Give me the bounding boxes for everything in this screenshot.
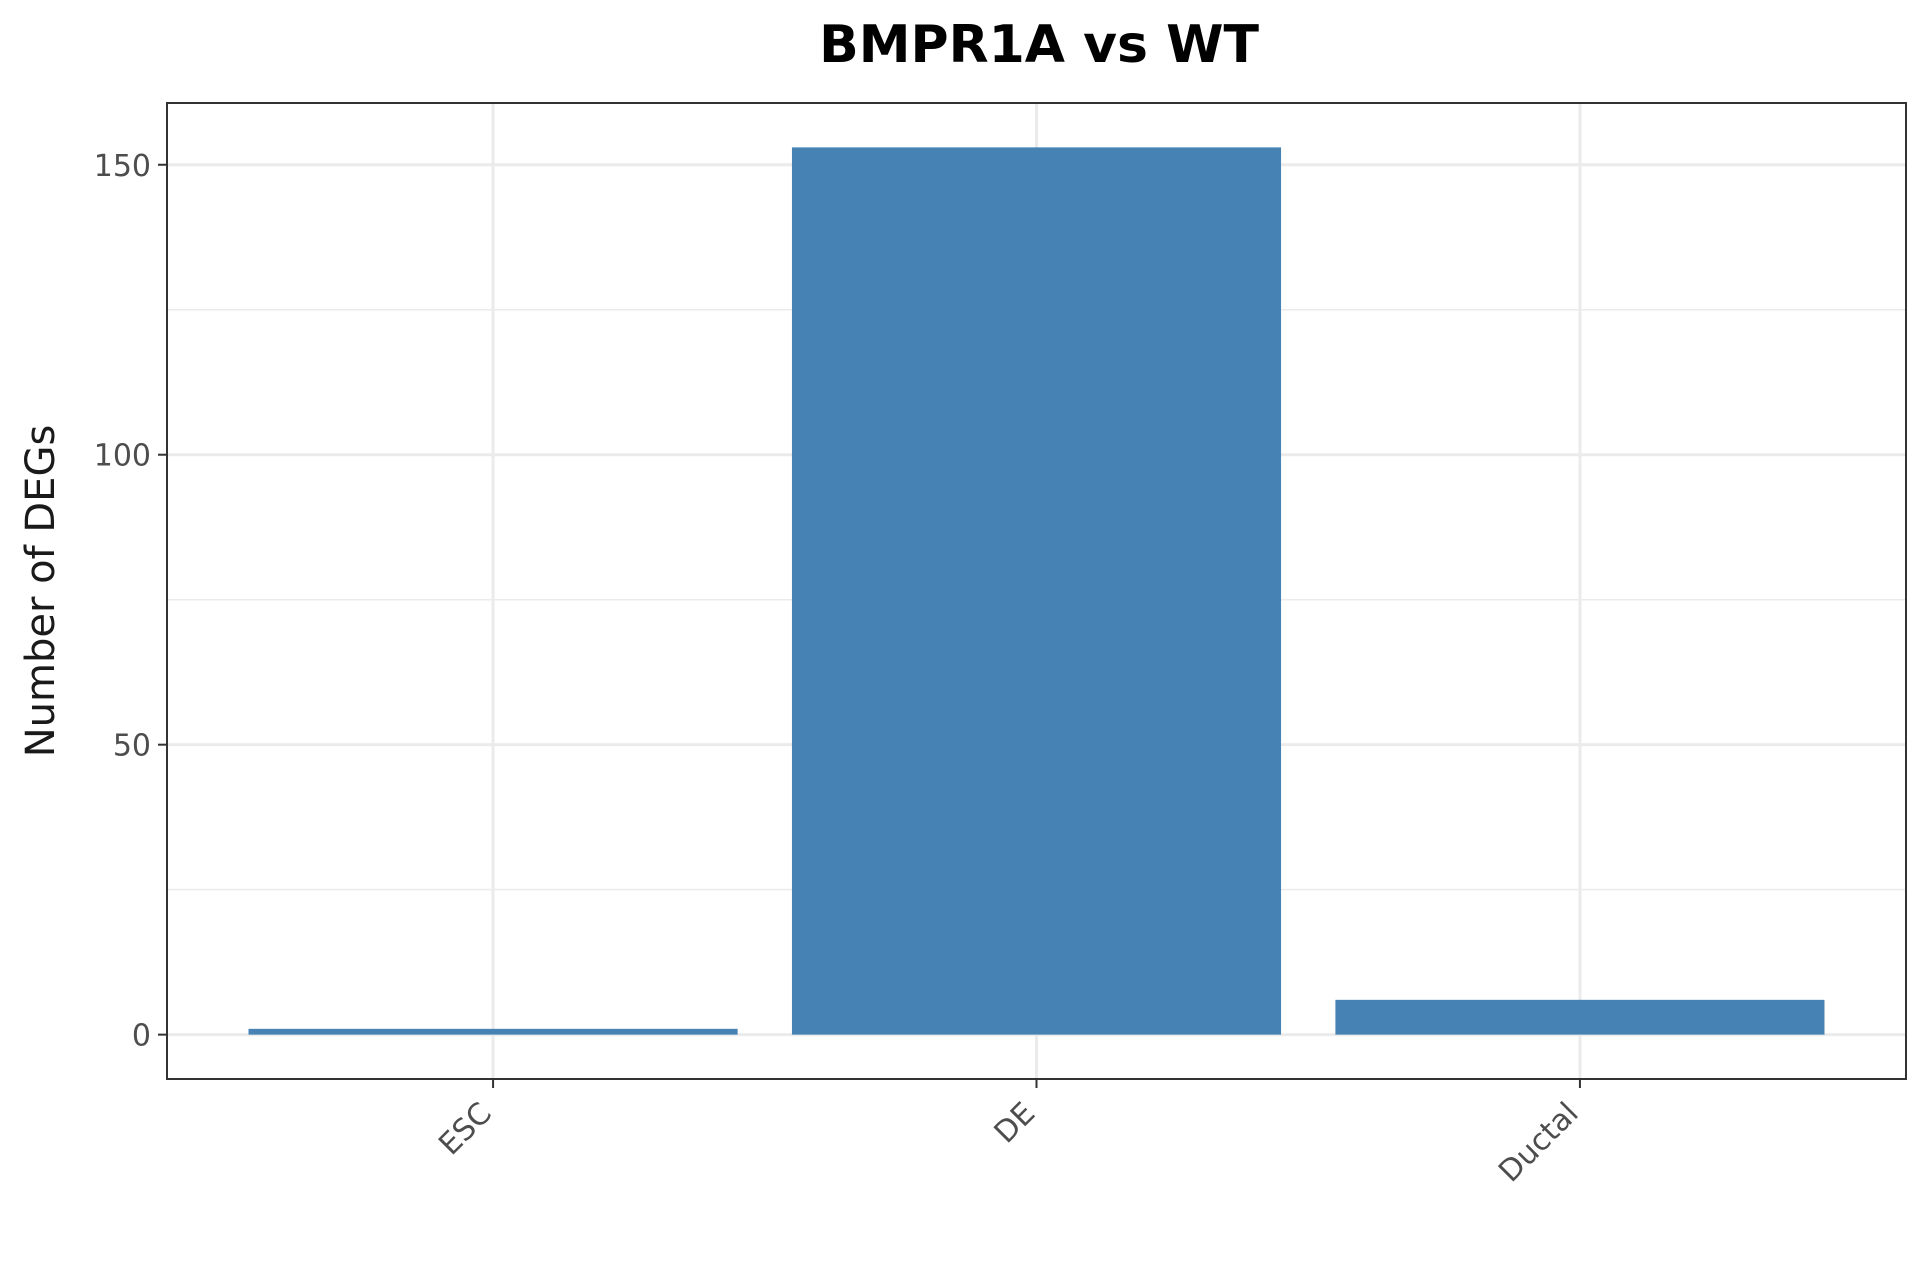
y-tick-label: 100 [94,439,151,474]
y-axis: 0 50 100 150 [94,149,167,1054]
bar-de [791,147,1282,1035]
y-tick-label: 50 [113,729,151,764]
x-tick-label: DE [988,1096,1042,1150]
y-tick-label: 150 [94,149,151,184]
y-tick-label: 0 [132,1019,151,1054]
bar-ductal [1335,999,1825,1035]
y-axis-label: Number of DEGs [18,425,64,758]
x-tick-label: Ductal [1492,1096,1585,1189]
x-axis: ESC DE Ductal [432,1079,1586,1189]
bars [248,147,1825,1035]
chart-title: BMPR1A vs WT [819,15,1259,75]
x-tick-label: ESC [432,1096,498,1162]
bar-esc [248,1028,738,1035]
